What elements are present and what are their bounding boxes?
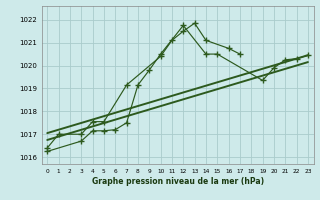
X-axis label: Graphe pression niveau de la mer (hPa): Graphe pression niveau de la mer (hPa) — [92, 177, 264, 186]
